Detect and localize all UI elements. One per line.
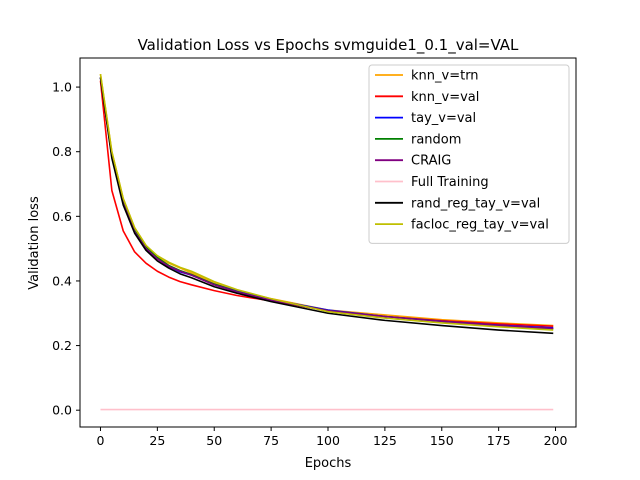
x-tick-label-7: 175 — [487, 433, 511, 448]
legend-box — [368, 64, 570, 244]
y-tick-label-2: 0.4 — [52, 273, 72, 288]
legend-label-7: facloc_reg_tay_v=val — [411, 218, 549, 233]
y-tick-label-3: 0.6 — [52, 209, 72, 224]
legend-label-5: Full Training — [411, 175, 489, 190]
legend-label-3: random — [411, 132, 461, 147]
y-tick-label-1: 0.2 — [52, 338, 72, 353]
chart-title: Validation Loss vs Epochs svmguide1_0.1_… — [138, 36, 519, 55]
x-axis-label: Epochs — [305, 456, 352, 471]
legend-label-6: rand_reg_tay_v=val — [411, 196, 540, 211]
legend-label-4: CRAIG — [411, 154, 451, 169]
legend-label-0: knn_v=trn — [411, 69, 479, 84]
x-tick-label-3: 75 — [263, 433, 279, 448]
legend-label-1: knn_v=val — [411, 90, 479, 105]
y-tick-label-0: 0.0 — [52, 403, 72, 418]
y-tick-label-5: 1.0 — [52, 80, 72, 95]
x-tick-label-4: 100 — [316, 433, 340, 448]
x-tick-label-2: 50 — [206, 433, 222, 448]
series-layer — [99, 74, 554, 411]
x-tick-label-8: 200 — [544, 433, 568, 448]
series-line-6 — [99, 77, 554, 335]
y-axis-label: Validation loss — [27, 196, 42, 290]
axes-layer: 0 25 50 75 100 125 150 175 200 0.0 0.2 0.4 0.6 0.8 1.0 — [52, 57, 577, 448]
y-tick-label-4: 0.8 — [52, 144, 72, 159]
x-tick-label-1: 25 — [149, 433, 165, 448]
x-tick-label-5: 125 — [373, 433, 397, 448]
legend-label-2: tay_v=val — [411, 111, 476, 126]
series-line-7 — [99, 74, 554, 331]
x-tick-label-0: 0 — [97, 433, 105, 448]
x-tick-label-6: 150 — [430, 433, 454, 448]
